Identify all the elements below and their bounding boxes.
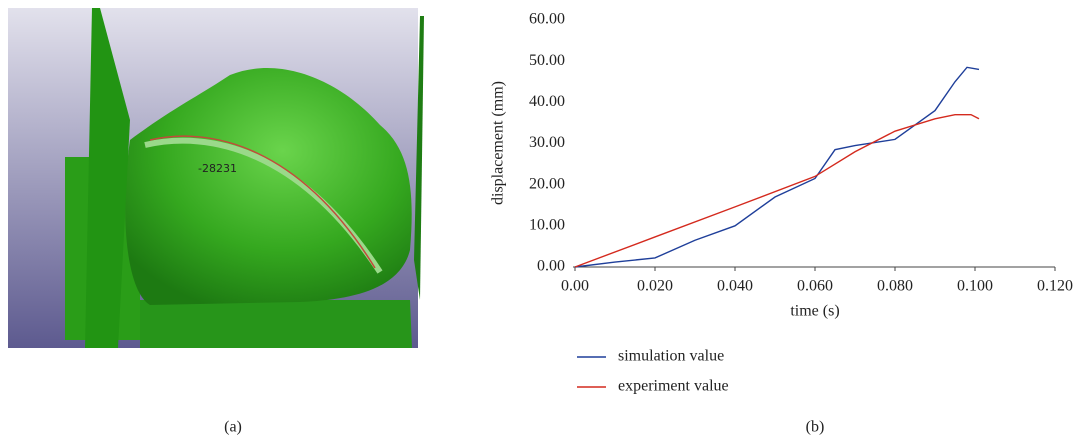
y-tick-label: 40.00 bbox=[529, 93, 565, 110]
y-tick-label: 0.00 bbox=[537, 258, 565, 275]
x-tick-label: 0.00 bbox=[561, 278, 589, 295]
render-label: -28231 bbox=[198, 162, 237, 175]
y-tick-label: 10.00 bbox=[529, 217, 565, 234]
line-series bbox=[575, 67, 979, 267]
y-tick-label: 20.00 bbox=[529, 175, 565, 192]
figure: -28231 (a) (b) time (s) displacement (mm… bbox=[0, 0, 1088, 443]
x-tick-label: 0.040 bbox=[717, 278, 753, 295]
y-tick-label: 50.00 bbox=[529, 52, 565, 69]
figure-canvas: -28231 (a) (b) time (s) displacement (mm… bbox=[0, 0, 1088, 443]
x-tick-label: 0.100 bbox=[957, 278, 993, 295]
render-image: -28231 bbox=[8, 8, 424, 348]
x-tick-label: 0.120 bbox=[1037, 278, 1073, 295]
x-tick-label: 0.080 bbox=[877, 278, 913, 295]
x-axis-title: time (s) bbox=[790, 303, 839, 320]
caption: (b) bbox=[806, 419, 825, 436]
legend-label: simulation value bbox=[618, 348, 724, 365]
x-tick-label: 0.020 bbox=[637, 278, 673, 295]
legend-label: experiment value bbox=[618, 378, 729, 395]
y-tick-label: 60.00 bbox=[529, 11, 565, 28]
y-axis-title: displacement (mm) bbox=[490, 81, 507, 205]
y-tick-label: 30.00 bbox=[529, 134, 565, 151]
caption: (a) bbox=[224, 419, 242, 436]
x-tick-label: 0.060 bbox=[797, 278, 833, 295]
line-series bbox=[575, 115, 979, 267]
